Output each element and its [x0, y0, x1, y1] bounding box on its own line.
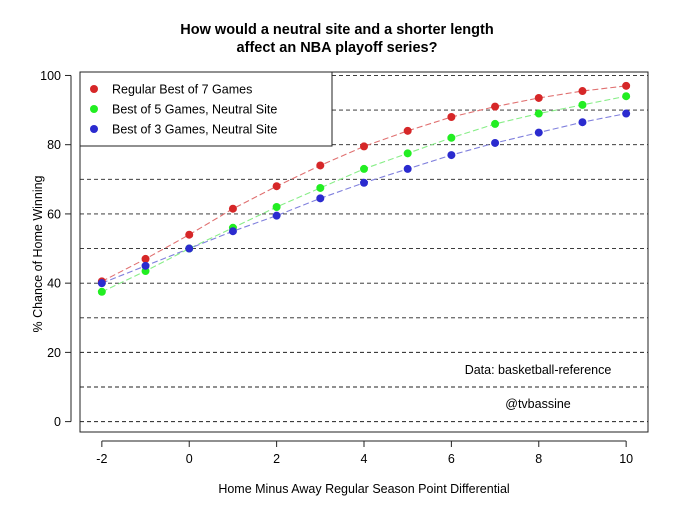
series-3-point	[534, 128, 543, 137]
x-tick-label: 6	[448, 452, 455, 466]
legend-label: Best of 5 Games, Neutral Site	[112, 103, 277, 117]
series-3-point	[228, 227, 237, 236]
series-3-point	[272, 211, 281, 220]
y-axis-label: % Chance of Home Winning	[31, 175, 45, 333]
series-1-point	[185, 230, 194, 239]
series-2-point	[97, 287, 106, 296]
series-2-point	[622, 92, 631, 101]
series-1-point	[491, 102, 500, 111]
chart-title-line-1: How would a neutral site and a shorter l…	[180, 22, 494, 38]
series-3-point	[403, 164, 412, 173]
series-2-point	[578, 100, 587, 109]
series-3-point	[185, 244, 194, 253]
series-1-point	[403, 126, 412, 135]
x-tick-label: 2	[273, 452, 280, 466]
series-2-point	[534, 109, 543, 118]
series-2-point	[316, 183, 325, 192]
series-1-point	[272, 182, 281, 191]
series-3-point	[141, 261, 150, 270]
series-3-point	[447, 151, 456, 160]
series-1-point	[141, 254, 150, 263]
series-1-point	[622, 81, 631, 90]
y-tick-label: 80	[47, 138, 61, 152]
x-tick-label: 10	[619, 452, 633, 466]
legend-marker	[90, 105, 98, 113]
series-2-point	[491, 119, 500, 128]
series-3-point	[360, 178, 368, 187]
y-tick-label: 0	[54, 415, 61, 429]
series-1-point	[228, 204, 237, 213]
author-annotation: @tvbassine	[505, 397, 571, 411]
series-2-point	[403, 149, 412, 158]
legend-label: Best of 3 Games, Neutral Site	[112, 123, 277, 137]
x-axis-label: Home Minus Away Regular Season Point Dif…	[218, 482, 510, 496]
series-3-point	[491, 138, 500, 147]
x-tick-label: 0	[186, 452, 193, 466]
x-tick-label: 4	[361, 452, 368, 466]
legend-marker	[90, 125, 98, 133]
series-3-point	[316, 194, 325, 203]
y-tick-label: 40	[47, 277, 61, 291]
x-tick-label: -2	[96, 452, 107, 466]
series-3-point	[578, 118, 587, 127]
x-tick-label: 8	[535, 452, 542, 466]
legend-label: Regular Best of 7 Games	[112, 83, 252, 97]
series-2-point	[447, 133, 456, 142]
series-1-point	[534, 93, 543, 102]
series-1-point	[578, 87, 587, 96]
series-1-point	[360, 142, 368, 151]
y-tick-label: 60	[47, 207, 61, 221]
series-3-point	[97, 279, 106, 288]
legend-marker	[90, 85, 98, 93]
y-tick-label: 20	[47, 346, 61, 360]
data-source-annotation: Data: basketball-reference	[465, 363, 612, 377]
series-1-point	[316, 161, 325, 170]
series-3-point	[622, 109, 631, 118]
legend: Regular Best of 7 Games Best of 5 Games, …	[79, 71, 333, 147]
legend-box	[79, 71, 333, 147]
series-2-point	[360, 164, 368, 173]
plot-frame	[79, 71, 649, 433]
series-2-point	[272, 203, 281, 211]
series-1-point	[447, 113, 456, 121]
y-tick-label: 100	[40, 69, 61, 83]
chart-title-line-2: affect an NBA playoff series?	[236, 40, 438, 56]
